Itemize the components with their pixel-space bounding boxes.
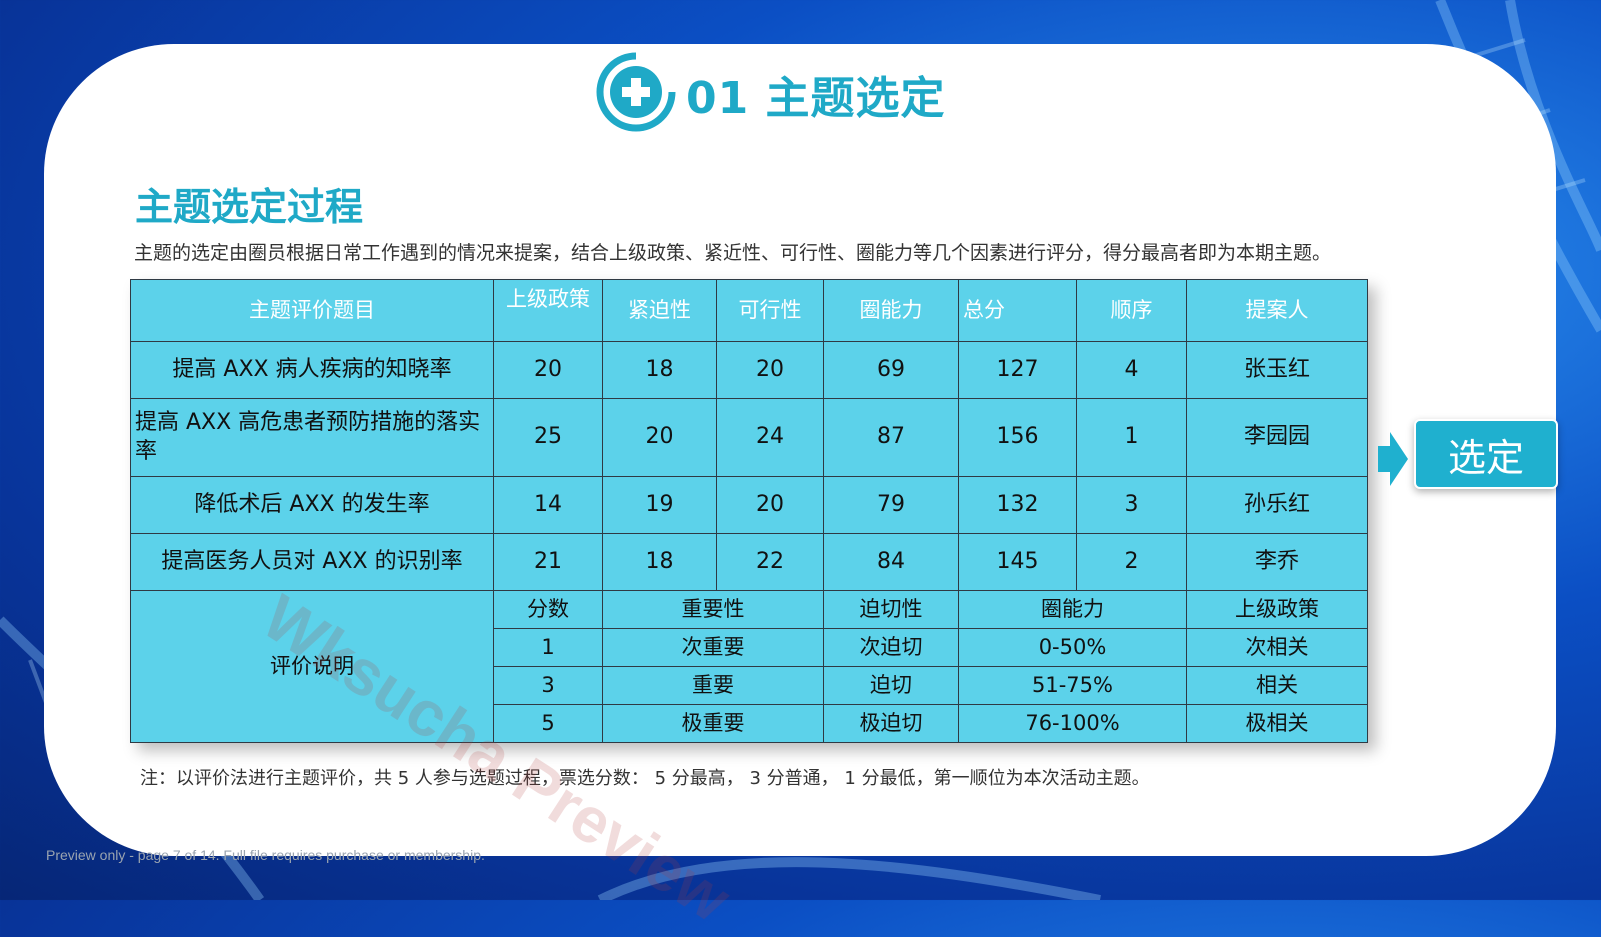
cell-ability: 69 [823, 341, 959, 399]
preview-footer: Preview only - page 7 of 14. Full file r… [46, 847, 485, 863]
cell-feasibility: 20 [716, 476, 824, 534]
cell-total: 145 [958, 533, 1077, 591]
cell-proposer: 李乔 [1186, 533, 1368, 591]
cell-topic: 提高 AXX 高危患者预防措施的落实率 [130, 398, 494, 477]
table-header-row: 主题评价题目 上级政策 紧迫性 可行性 圈能力 总分 顺序 提案人 [130, 279, 1368, 342]
header-total: 总分 [958, 279, 1077, 342]
arrow-right-icon [1378, 432, 1408, 486]
evaluation-row: 3 重要 迫切 51-75% 相关 [131, 666, 1368, 705]
cell-ability: 87 [823, 398, 959, 477]
eval-ability: 0-50% [958, 628, 1187, 667]
evaluation-row: 5 极重要 极迫切 76-100% 极相关 [131, 704, 1368, 743]
cell-total: 132 [958, 476, 1077, 534]
cell-urgency: 18 [602, 341, 717, 399]
eval-importance: 重要 [602, 666, 824, 705]
cell-proposer: 李园园 [1186, 398, 1368, 477]
eval-header-urgency: 迫切性 [823, 590, 959, 629]
table-row: 提高医务人员对 AXX 的识别率 21 18 22 84 145 2 李乔 [130, 533, 1368, 591]
eval-header-policy: 上级政策 [1186, 590, 1368, 629]
cell-order: 3 [1076, 476, 1187, 534]
eval-policy: 极相关 [1186, 704, 1368, 743]
cell-feasibility: 22 [716, 533, 824, 591]
page-title: 01 主题选定 [686, 73, 946, 124]
evaluation-row: 1 次重要 次迫切 0-50% 次相关 [131, 628, 1368, 667]
section-intro: 主题的选定由圈员根据日常工作遇到的情况来提案，结合上级政策、紧近性、可行性、圈能… [134, 242, 1332, 264]
cell-topic: 提高 AXX 病人疾病的知晓率 [130, 341, 494, 399]
cell-urgency: 18 [602, 533, 717, 591]
eval-header-ability: 圈能力 [958, 590, 1187, 629]
cell-urgency: 20 [602, 398, 717, 477]
eval-importance: 极重要 [602, 704, 824, 743]
select-button[interactable]: 选定 [1414, 419, 1558, 489]
eval-score: 1 [493, 628, 603, 667]
cell-ability: 84 [823, 533, 959, 591]
cell-total: 156 [958, 398, 1077, 477]
medical-cross-logo-icon [596, 52, 676, 132]
header-policy: 上级政策 [493, 279, 603, 342]
cell-order: 4 [1076, 341, 1187, 399]
cell-ability: 79 [823, 476, 959, 534]
topic-evaluation-table: 主题评价题目 上级政策 紧迫性 可行性 圈能力 总分 顺序 提案人 提高 AXX… [130, 279, 1368, 743]
header-order: 顺序 [1076, 279, 1187, 342]
cell-topic: 提高医务人员对 AXX 的识别率 [130, 533, 494, 591]
header-urgency: 紧迫性 [602, 279, 717, 342]
eval-score: 5 [493, 704, 603, 743]
cell-policy: 25 [493, 398, 603, 477]
table-row: 提高 AXX 高危患者预防措施的落实率 25 20 24 87 156 1 李园… [130, 398, 1368, 477]
cell-proposer: 孙乐红 [1186, 476, 1368, 534]
cell-feasibility: 24 [716, 398, 824, 477]
cell-policy: 20 [493, 341, 603, 399]
eval-urgency: 次迫切 [823, 628, 959, 667]
header-ability: 圈能力 [823, 279, 959, 342]
eval-urgency: 极迫切 [823, 704, 959, 743]
eval-score: 3 [493, 666, 603, 705]
evaluation-header-row: 评价说明 分数 重要性 迫切性 圈能力 上级政策 [130, 590, 1368, 743]
eval-policy: 相关 [1186, 666, 1368, 705]
eval-ability: 76-100% [958, 704, 1187, 743]
header-topic: 主题评价题目 [130, 279, 494, 342]
eval-urgency: 迫切 [823, 666, 959, 705]
eval-policy: 次相关 [1186, 628, 1368, 667]
table-row: 提高 AXX 病人疾病的知晓率 20 18 20 69 127 4 张玉红 [130, 341, 1368, 399]
cell-order: 1 [1076, 398, 1187, 477]
table-row: 降低术后 AXX 的发生率 14 19 20 79 132 3 孙乐红 [130, 476, 1368, 534]
eval-ability: 51-75% [958, 666, 1187, 705]
cell-feasibility: 20 [716, 341, 824, 399]
header-proposer: 提案人 [1186, 279, 1368, 342]
cell-topic: 降低术后 AXX 的发生率 [130, 476, 494, 534]
cell-policy: 21 [493, 533, 603, 591]
cell-order: 2 [1076, 533, 1187, 591]
section-title: 主题选定过程 [135, 185, 364, 229]
eval-importance: 次重要 [602, 628, 824, 667]
eval-header-score: 分数 [493, 590, 603, 629]
header-feasibility: 可行性 [716, 279, 824, 342]
evaluation-note: 注：以评价法进行主题评价，共 5 人参与选题过程，票选分数： 5 分最高， 3 … [140, 768, 1150, 789]
evaluation-label: 评价说明 [130, 590, 494, 743]
eval-header-importance: 重要性 [602, 590, 824, 629]
cell-proposer: 张玉红 [1186, 341, 1368, 399]
cell-total: 127 [958, 341, 1077, 399]
cell-policy: 14 [493, 476, 603, 534]
cell-urgency: 19 [602, 476, 717, 534]
